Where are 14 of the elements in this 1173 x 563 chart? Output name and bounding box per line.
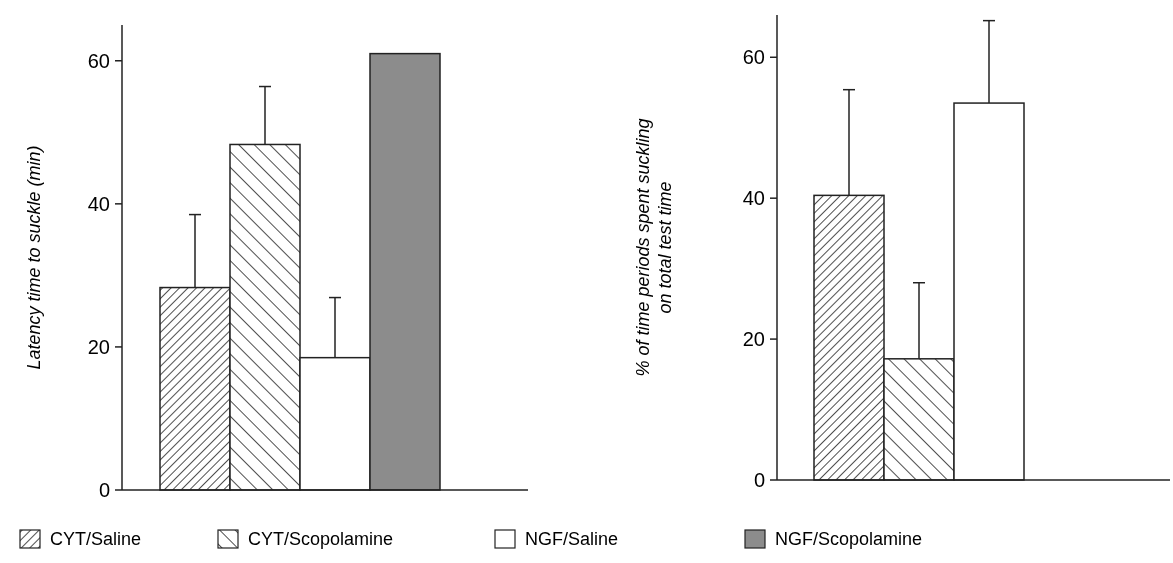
legend-label: NGF/Saline [525,529,619,550]
legend-label: NGF/Scopolamine [775,529,923,550]
y-tick-label: 20 [87,335,110,358]
y-tick-label: 40 [87,192,110,215]
y-tick-label: 60 [87,49,110,72]
legend-label: CYT/Saline [50,529,142,550]
y-tick-label: 40 [742,187,765,210]
y-axis-title: Latency time to suckle (min) [24,145,44,370]
y-tick-label: 0 [753,469,765,491]
legend-label: CYT/Scopolamine [248,529,394,550]
y-tick-label: 60 [742,46,765,69]
y-tick-label: 20 [742,328,765,351]
y-axis-title: % of time periods spent suckling on total test time [633,118,675,377]
y-tick-label: 0 [98,479,110,501]
